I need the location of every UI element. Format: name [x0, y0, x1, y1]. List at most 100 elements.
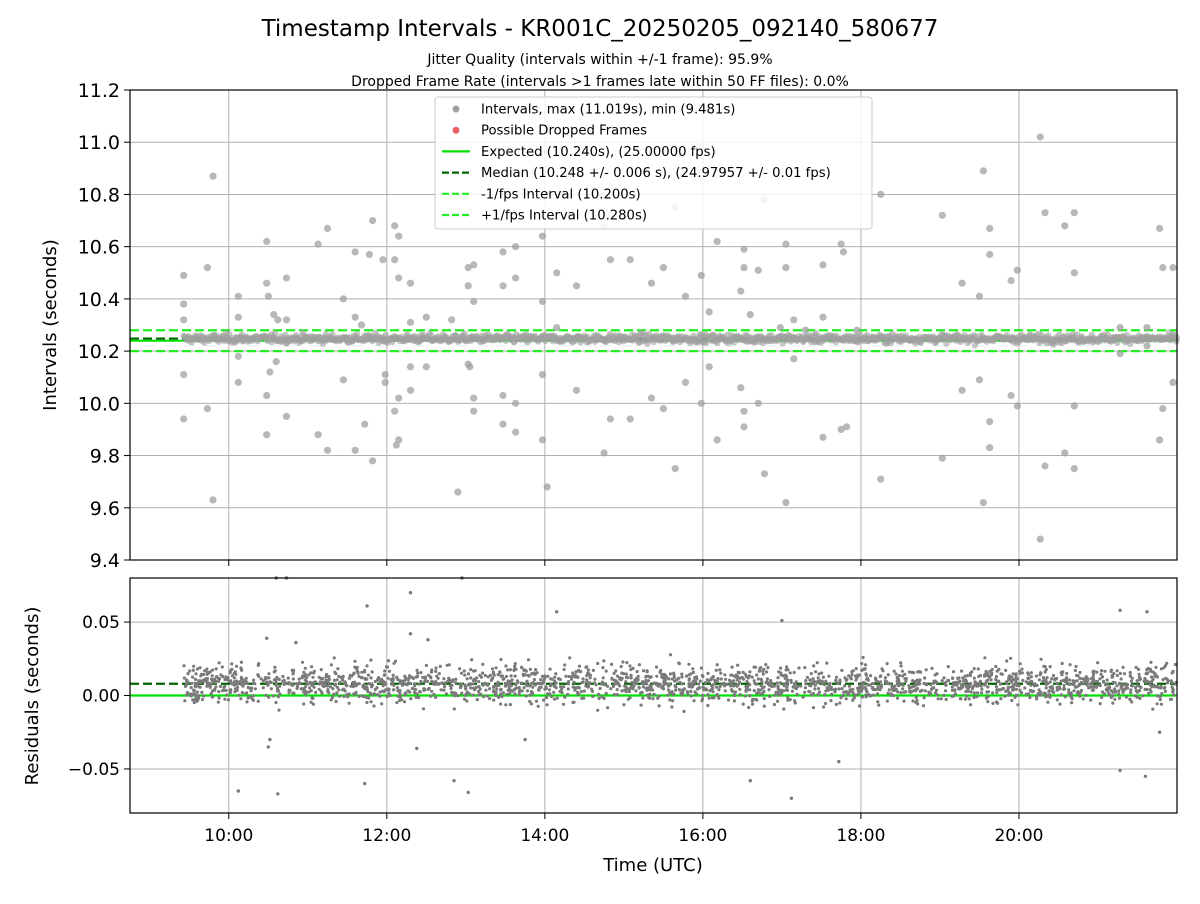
residual-point: [712, 696, 716, 700]
residual-point: [504, 664, 508, 668]
residual-point: [1078, 694, 1082, 698]
residual-point: [574, 686, 578, 690]
residual-point: [761, 669, 765, 673]
residual-point: [390, 677, 394, 682]
residual-point: [218, 684, 223, 689]
residual-point: [1085, 683, 1089, 687]
residual-point: [746, 685, 750, 689]
residual-point: [706, 703, 710, 708]
residual-point: [680, 688, 685, 692]
interval-outlier-point: [740, 423, 748, 431]
residual-point: [443, 681, 447, 685]
intervals-y-tick-label: 11.2: [78, 80, 120, 102]
residual-point: [513, 662, 517, 666]
residual-point: [933, 673, 937, 677]
residual-outlier-point: [555, 610, 559, 614]
residual-point: [687, 662, 691, 666]
residual-point: [759, 684, 763, 688]
residual-point: [237, 693, 241, 697]
residual-point: [576, 690, 580, 695]
residual-point: [1095, 670, 1099, 674]
residual-point: [743, 694, 747, 698]
residual-point: [1155, 702, 1159, 706]
residual-point: [775, 699, 780, 703]
interval-outlier-point: [1061, 449, 1069, 457]
interval-outlier-point: [511, 428, 520, 436]
residual-point: [1150, 685, 1154, 689]
residual-point: [662, 672, 666, 676]
residual-point: [614, 681, 618, 685]
interval-outlier-point: [1041, 462, 1049, 470]
residual-point: [1141, 694, 1145, 698]
residual-point: [930, 666, 934, 671]
x-tick-label: 18:00: [836, 826, 885, 846]
residual-point: [786, 668, 790, 672]
residual-point: [473, 688, 477, 692]
residual-point: [429, 694, 433, 698]
residual-point: [520, 689, 524, 693]
residual-point: [509, 684, 513, 688]
residual-point: [602, 696, 606, 701]
residual-point: [596, 708, 600, 712]
residual-point: [514, 683, 518, 687]
residual-point: [1008, 691, 1013, 695]
residual-point: [478, 687, 482, 691]
residual-point: [666, 693, 670, 697]
residual-point: [534, 668, 538, 672]
residual-point: [524, 669, 528, 673]
residual-point: [843, 676, 847, 680]
residual-point: [1015, 677, 1020, 681]
residual-point: [701, 693, 705, 698]
residual-point: [767, 688, 771, 692]
interval-outlier-point: [466, 363, 474, 371]
residual-point: [341, 688, 345, 692]
residual-point: [335, 678, 339, 682]
residual-point: [731, 684, 736, 688]
residual-point: [738, 687, 742, 691]
residual-point: [471, 682, 476, 686]
residual-point: [435, 674, 439, 678]
residual-point: [1007, 676, 1011, 680]
interval-outlier-point: [853, 326, 861, 334]
residual-point: [858, 684, 862, 688]
interval-outlier-point: [406, 363, 415, 371]
interval-outlier-point: [323, 224, 332, 232]
residual-point: [1073, 680, 1077, 684]
residual-point: [1031, 689, 1036, 693]
residual-point: [310, 665, 314, 669]
residual-point: [514, 686, 519, 690]
residual-point: [509, 688, 513, 692]
residual-point: [354, 690, 358, 695]
residual-point: [496, 673, 500, 677]
residual-point: [1159, 684, 1163, 688]
residual-point: [913, 683, 918, 688]
residual-point: [567, 674, 571, 679]
residual-point: [792, 670, 796, 675]
residual-point: [1146, 666, 1150, 671]
residual-point: [850, 670, 854, 674]
residual-point: [818, 681, 822, 685]
residual-point: [499, 657, 503, 662]
residual-point: [566, 692, 570, 697]
residual-point: [861, 681, 866, 685]
residual-point: [856, 692, 861, 696]
residual-point: [438, 664, 442, 669]
residual-point: [372, 692, 376, 696]
residual-point: [1098, 702, 1102, 706]
residual-point: [311, 675, 315, 679]
interval-outlier-point: [647, 394, 656, 402]
interval-outlier-point: [351, 446, 359, 454]
residual-point: [718, 668, 722, 672]
residual-point: [227, 679, 231, 683]
residual-point: [680, 693, 684, 697]
residual-point: [216, 700, 220, 704]
residual-point: [275, 686, 280, 690]
x-tick-label: 10:00: [204, 826, 253, 846]
residual-point: [378, 680, 382, 685]
residual-point: [887, 688, 891, 692]
residual-point: [444, 692, 448, 696]
residual-point: [680, 682, 685, 686]
residual-point: [931, 686, 935, 690]
interval-outlier-point: [1036, 133, 1044, 141]
residual-point: [849, 677, 853, 681]
